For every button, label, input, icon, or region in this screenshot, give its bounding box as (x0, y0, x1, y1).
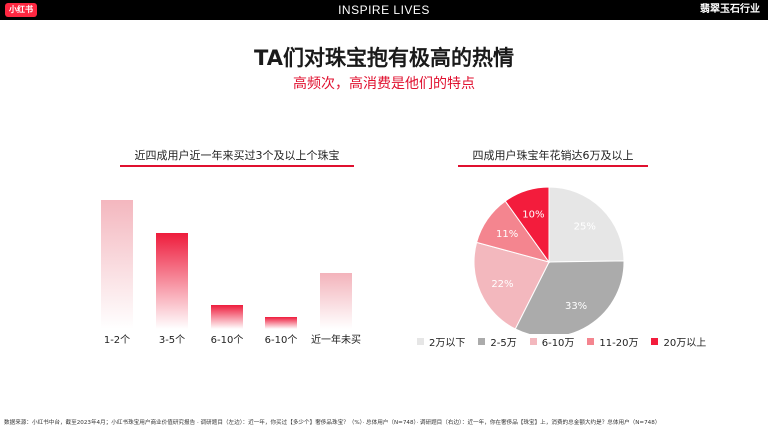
page-title: TA们对珠宝抱有极高的热情 (254, 46, 514, 70)
page-subtitle: 高频次，高消费是他们的特点 (293, 76, 475, 92)
legend-item: 2万以下 (417, 334, 465, 349)
pie-slice-5 (504, 186, 550, 264)
pie-value-label: 10% (522, 209, 544, 220)
legend-swatch (587, 338, 595, 345)
pie-slice-1 (548, 186, 625, 263)
xiaohongshu-logo: 小红书 (5, 3, 37, 17)
legend-item: 2-5万 (478, 334, 517, 349)
brand-slogan: INSPIRE LIVES (338, 3, 430, 17)
bar-5 (320, 273, 352, 329)
pie-value-label: 25% (574, 222, 596, 233)
left-heading-underline (120, 165, 354, 167)
industry-label: 翡翠玉石行业 (700, 4, 760, 15)
bar-category-label: 6-10个 (265, 334, 298, 346)
right-heading-underline (458, 165, 648, 167)
legend-label: 20万以上 (663, 338, 707, 349)
legend-item: 20万以上 (651, 334, 706, 349)
bar-4 (265, 317, 297, 329)
bar-category-label: 1-2个 (104, 334, 130, 346)
legend-label: 2万以下 (429, 338, 466, 349)
pie-legend: 2万以下 2-5万 6-10万 11-20万 20万以上 (417, 334, 706, 349)
bar-category-label: 6-10个 (211, 334, 244, 346)
bar-2 (156, 233, 188, 329)
legend-label: 6-10万 (541, 338, 575, 349)
bar-3 (211, 305, 243, 329)
pie-value-label: 22% (491, 279, 513, 290)
legend-label: 2-5万 (490, 338, 517, 349)
bar-chart: 1-2个 3-5个 6-10个 6-10个 近一年未买 (101, 200, 361, 346)
right-chart-heading: 四成用户珠宝年花销达6万及以上 (458, 147, 648, 167)
top-bar: 小红书 INSPIRE LIVES 翡翠玉石行业 (0, 0, 768, 20)
bar-category-label: 近一年未买 (311, 333, 361, 346)
legend-label: 11-20万 (599, 338, 639, 349)
bar-1 (101, 200, 133, 329)
right-chart-heading-text: 四成用户珠宝年花销达6万及以上 (472, 149, 634, 162)
legend-item: 6-10万 (529, 334, 575, 349)
pie-slice-3 (473, 241, 550, 330)
legend-swatch (529, 338, 537, 345)
data-source-footnote: 数据来源：小红书中台，截至2023年4月；小红书珠宝用户商业价值研究报告 · 调… (4, 420, 661, 426)
pie-value-label: 33% (565, 301, 587, 312)
pie-chart: 25% 33% 22% 11% 10% (473, 186, 625, 334)
left-chart-heading: 近四成用户近一年来买过3个及以上个珠宝 (120, 147, 354, 167)
pie-value-label: 11% (496, 229, 518, 240)
legend-item: 11-20万 (587, 334, 638, 349)
bar-category-label: 3-5个 (159, 334, 185, 346)
pie-slice-2 (514, 260, 625, 334)
legend-swatch (651, 338, 659, 345)
legend-swatch (478, 338, 486, 345)
legend-swatch (417, 338, 424, 345)
left-chart-heading-text: 近四成用户近一年来买过3个及以上个珠宝 (134, 149, 340, 162)
